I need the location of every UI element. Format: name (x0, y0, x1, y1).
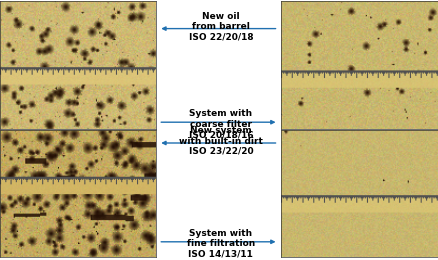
Text: System with
fine filtration
ISO 14/13/11: System with fine filtration ISO 14/13/11 (186, 229, 254, 259)
Text: System with
coarse filter
ISO 20/18/16: System with coarse filter ISO 20/18/16 (188, 109, 253, 139)
Text: New system
with built-in dirt
ISO 23/22/20: New system with built-in dirt ISO 23/22/… (179, 126, 262, 156)
Text: New oil
from barrel
ISO 22/20/18: New oil from barrel ISO 22/20/18 (188, 12, 253, 42)
